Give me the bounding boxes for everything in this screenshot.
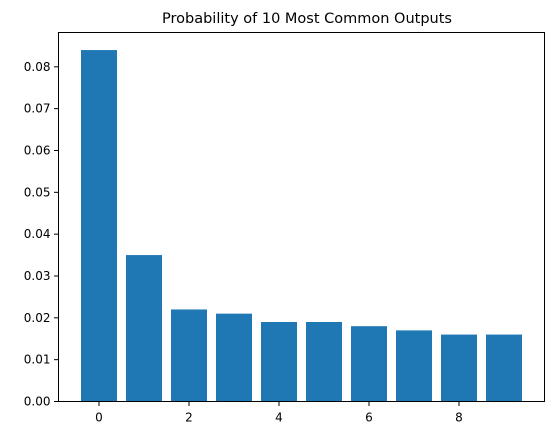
x-tick-label: 8: [455, 411, 463, 425]
y-tick-label: 0.01: [24, 353, 51, 367]
bar-8: [441, 334, 477, 402]
bar-4: [261, 322, 297, 402]
x-axis: 0 2 4 6 8: [95, 401, 463, 425]
y-tick-label: 0.06: [24, 143, 51, 157]
y-tick-label: 0.02: [24, 311, 51, 325]
bar-0: [81, 50, 117, 402]
x-tick-label: 4: [275, 411, 283, 425]
x-tick-label: 6: [365, 411, 373, 425]
chart-title: Probability of 10 Most Common Outputs: [162, 11, 452, 27]
bar-2: [171, 309, 207, 402]
x-tick-label: 2: [185, 411, 193, 425]
y-tick-label: 0.03: [24, 269, 51, 283]
y-tick-label: 0.05: [24, 185, 51, 199]
y-tick-label: 0.08: [24, 60, 51, 74]
y-axis: 0.00 0.01 0.02 0.03 0.04 0.05 0.06 0.07 0.08: [24, 60, 59, 409]
y-tick-label: 0.07: [24, 102, 51, 116]
y-tick-label: 0.00: [24, 395, 51, 409]
bar-9: [486, 334, 522, 402]
bar-7: [396, 330, 432, 402]
y-tick-label: 0.04: [24, 227, 51, 241]
bar-1: [126, 255, 162, 402]
plot-frame: [58, 32, 545, 402]
bars-layer: [81, 50, 522, 402]
x-tick-label: 0: [95, 411, 103, 425]
bar-6: [351, 326, 387, 402]
bar-3: [216, 313, 252, 402]
bar-5: [306, 322, 342, 402]
